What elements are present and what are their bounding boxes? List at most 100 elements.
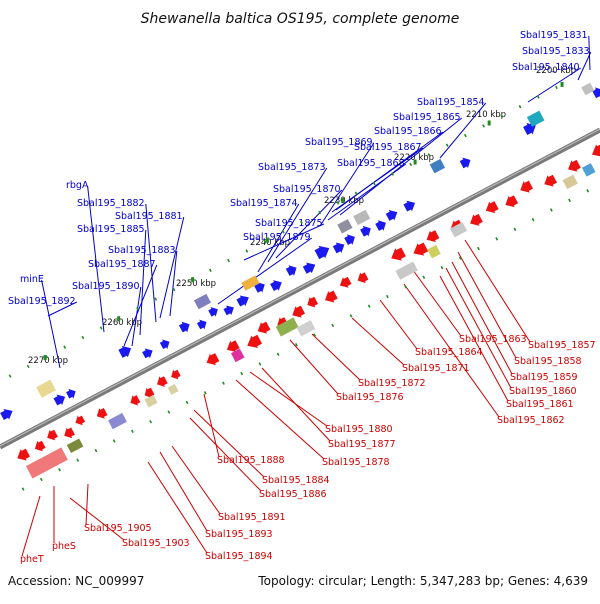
reverse-gene [426,230,440,243]
feature-box [36,379,56,398]
gene-shape [171,369,181,380]
reverse-gene-label: Sbal195_1903 [122,538,190,549]
leader-line [139,229,147,336]
feature-box [241,275,260,291]
leader-line [464,239,531,343]
forward-gene [344,234,355,246]
feature-box [296,320,316,337]
leader-line [145,203,157,323]
gene-shape [592,87,600,99]
gene-shape [0,408,13,421]
gene-shape [307,296,319,308]
feature-shape [427,244,441,259]
reverse-gene [413,242,429,256]
leader-line [243,223,325,261]
forward-gene-label: Sbal195_1873 [258,162,326,173]
leader-line [47,301,78,317]
tick-mark [413,159,417,165]
feature-box [108,412,127,430]
leader-line [577,51,592,81]
reverse-gene [485,201,499,214]
leader-line [439,102,487,159]
forward-gene [270,280,282,292]
leader-line [588,35,591,71]
gene-shape [159,339,170,350]
reverse-gene [339,276,352,288]
reverse-gene [226,340,240,353]
reverse-gene-label: Sbal195_1891 [218,512,286,523]
reverse-gene-label: Sbal195_1861 [506,399,574,410]
leader-line [351,317,405,366]
feature-box [450,221,468,238]
tick-mark [560,81,564,87]
reverse-gene-label: Sbal195_1872 [358,378,426,389]
backbone-line [0,127,600,450]
gene-shape [270,280,282,292]
forward-gene-label: Sbal195_1831 [520,30,588,41]
gene-shape [391,247,406,261]
forward-gene [236,295,249,307]
reverse-gene-label: Sbal195_1884 [262,475,330,486]
reverse-gene-label: pheS [52,541,76,552]
tick-label: 2200 kbp [536,66,576,76]
leader-line [235,379,325,460]
gene-shape [314,245,330,260]
reverse-gene-label: Sbal195_1863 [459,334,527,345]
reverse-gene-label: Sbal195_1888 [217,455,285,466]
gene-shape [344,234,355,246]
gene-shape [505,195,519,208]
feature-box [427,244,441,259]
forward-gene-label: Sbal195_1870 [273,184,341,195]
leader-line [527,67,582,103]
feature-shape [337,219,353,234]
feature-shape [36,379,56,398]
reverse-gene [325,290,338,303]
gene-shape [223,305,234,316]
forward-gene-label: rbgA [66,180,89,191]
gene-shape [236,295,249,307]
gene-shape [292,305,306,318]
forward-gene [459,157,471,169]
reverse-gene [206,353,220,366]
forward-gene-label: Sbal195_1865 [393,112,461,123]
tick-label: 2250 kbp [176,279,216,289]
leader-line [457,251,517,359]
forward-gene [208,306,218,317]
feature-shape [230,348,245,363]
leader-line [193,409,265,478]
gene-shape [66,388,76,399]
tick-mark [487,120,491,126]
leader-line [439,275,509,402]
gene-shape [360,225,371,237]
gene-shape [325,290,338,303]
feature-shape [526,110,545,127]
forward-gene [314,245,330,260]
reverse-gene-label: Sbal195_1871 [402,363,470,374]
leader-line [159,451,208,532]
reverse-gene-label: Sbal195_1894 [205,551,273,562]
reverse-gene-label: Sbal195_1877 [328,439,396,450]
gene-shape [75,415,86,426]
reverse-gene [391,247,406,261]
gene-shape [226,340,240,353]
leader-line [267,167,328,263]
forward-gene-label: minE [20,274,44,285]
gene-shape [196,319,207,330]
leader-line [123,264,158,347]
tick-mark [341,197,345,203]
forward-gene [53,394,66,406]
forward-gene-label: Sbal195_1854 [417,97,485,108]
feature-shape [395,261,418,280]
reverse-gene [544,174,558,187]
gene-shape [34,440,46,452]
feature-shape [108,412,127,430]
reverse-gene [257,321,271,334]
gene-shape [568,159,581,172]
reverse-gene-label: Sbal195_1857 [528,340,596,351]
feature-box [562,174,578,190]
feature-shape [167,384,179,395]
feature-box [395,261,418,280]
reverse-gene-label: Sbal195_1859 [510,372,578,383]
gene-shape [485,201,499,214]
